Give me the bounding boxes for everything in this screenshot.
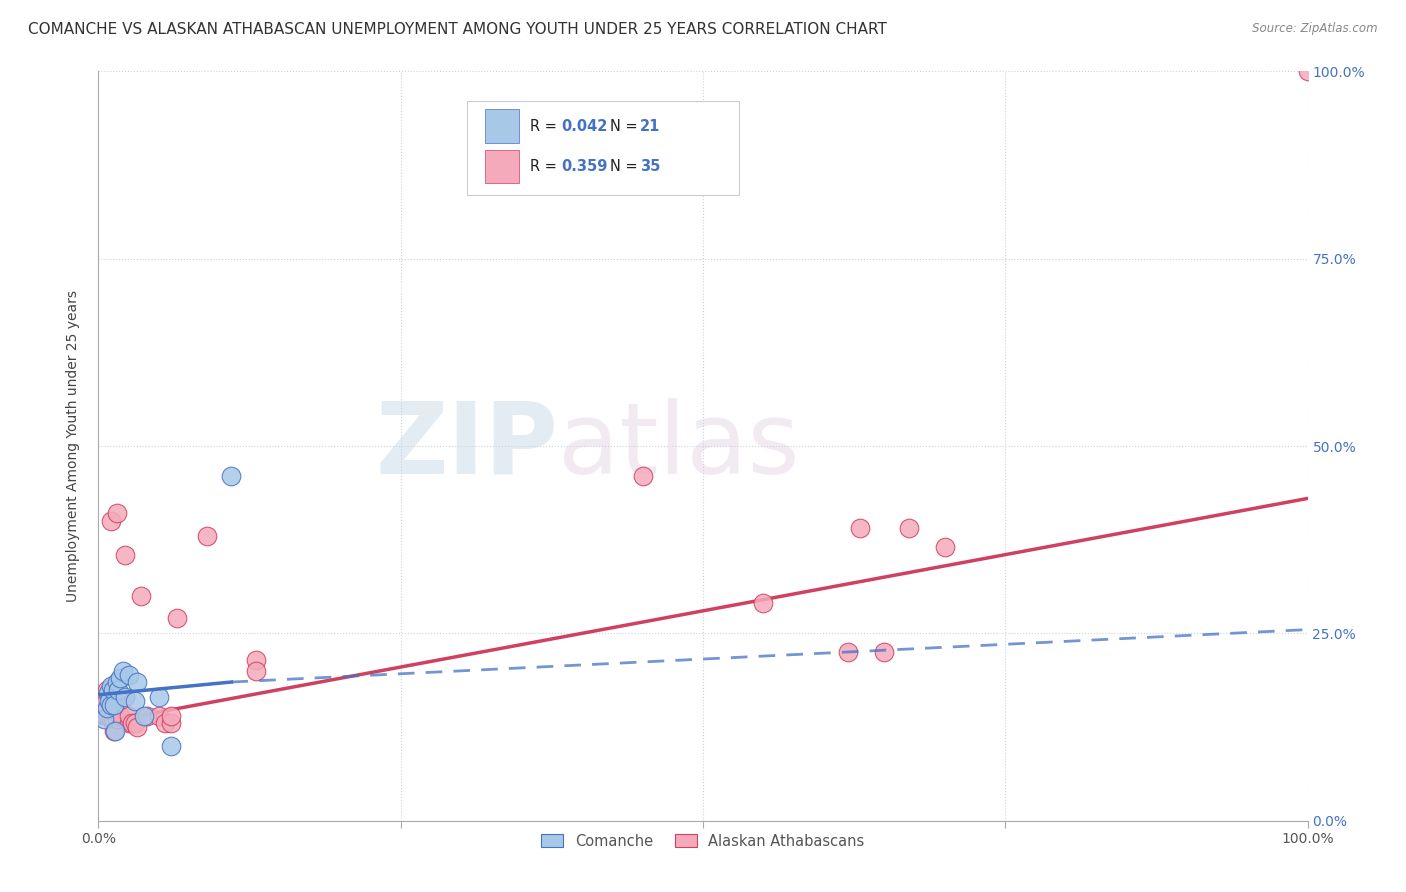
- Point: [105, 675, 128, 690]
- Point: [160, 739, 183, 753]
- Point: [118, 708, 141, 723]
- Point: [107, 682, 129, 697]
- Text: N =: N =: [610, 119, 643, 134]
- Point: [160, 716, 183, 731]
- Text: 35: 35: [640, 159, 661, 174]
- Point: [153, 716, 176, 731]
- Point: [849, 521, 872, 535]
- Point: [118, 716, 141, 731]
- Point: [129, 589, 152, 603]
- Point: [93, 713, 115, 727]
- Point: [114, 548, 136, 562]
- Point: [195, 529, 218, 543]
- Legend: Comanche, Alaskan Athabascans: Comanche, Alaskan Athabascans: [536, 828, 870, 855]
- Point: [160, 708, 183, 723]
- Point: [127, 675, 149, 690]
- Point: [221, 469, 243, 483]
- Point: [1296, 64, 1319, 78]
- Point: [873, 645, 896, 659]
- Point: [127, 720, 149, 734]
- Point: [837, 645, 859, 659]
- Point: [245, 664, 267, 678]
- Bar: [485, 109, 519, 143]
- Text: N =: N =: [610, 159, 643, 174]
- Point: [93, 698, 115, 712]
- Point: [114, 690, 136, 704]
- Point: [148, 708, 170, 723]
- Point: [98, 694, 121, 708]
- Text: 0.042: 0.042: [561, 119, 607, 134]
- Text: atlas: atlas: [558, 398, 800, 494]
- Point: [103, 698, 125, 712]
- Point: [111, 690, 134, 704]
- Text: 0.359: 0.359: [561, 159, 607, 174]
- Point: [97, 708, 120, 723]
- Point: [752, 596, 775, 610]
- Point: [118, 667, 141, 681]
- Text: R =: R =: [530, 159, 561, 174]
- Point: [631, 469, 654, 483]
- Point: [97, 686, 120, 700]
- Point: [166, 611, 188, 625]
- Point: [108, 708, 131, 723]
- Point: [121, 716, 143, 731]
- Point: [105, 713, 128, 727]
- Point: [96, 682, 118, 697]
- Y-axis label: Unemployment Among Youth under 25 years: Unemployment Among Youth under 25 years: [66, 290, 80, 602]
- Point: [105, 507, 128, 521]
- FancyBboxPatch shape: [467, 102, 740, 195]
- Point: [135, 708, 157, 723]
- Point: [96, 701, 118, 715]
- Text: 21: 21: [640, 119, 661, 134]
- Point: [103, 723, 125, 738]
- Point: [897, 521, 920, 535]
- Text: ZIP: ZIP: [375, 398, 558, 494]
- Point: [101, 713, 124, 727]
- Point: [101, 682, 124, 697]
- Point: [100, 514, 122, 528]
- Point: [108, 671, 131, 685]
- Bar: [485, 150, 519, 184]
- Text: COMANCHE VS ALASKAN ATHABASCAN UNEMPLOYMENT AMONG YOUTH UNDER 25 YEARS CORRELATI: COMANCHE VS ALASKAN ATHABASCAN UNEMPLOYM…: [28, 22, 887, 37]
- Text: R =: R =: [530, 119, 561, 134]
- Point: [245, 652, 267, 666]
- Point: [124, 694, 146, 708]
- Point: [134, 708, 156, 723]
- Point: [104, 723, 127, 738]
- Point: [100, 679, 122, 693]
- Point: [111, 664, 134, 678]
- Point: [100, 698, 122, 712]
- Point: [934, 540, 956, 554]
- Point: [148, 690, 170, 704]
- Text: Source: ZipAtlas.com: Source: ZipAtlas.com: [1253, 22, 1378, 36]
- Point: [124, 716, 146, 731]
- Point: [100, 713, 122, 727]
